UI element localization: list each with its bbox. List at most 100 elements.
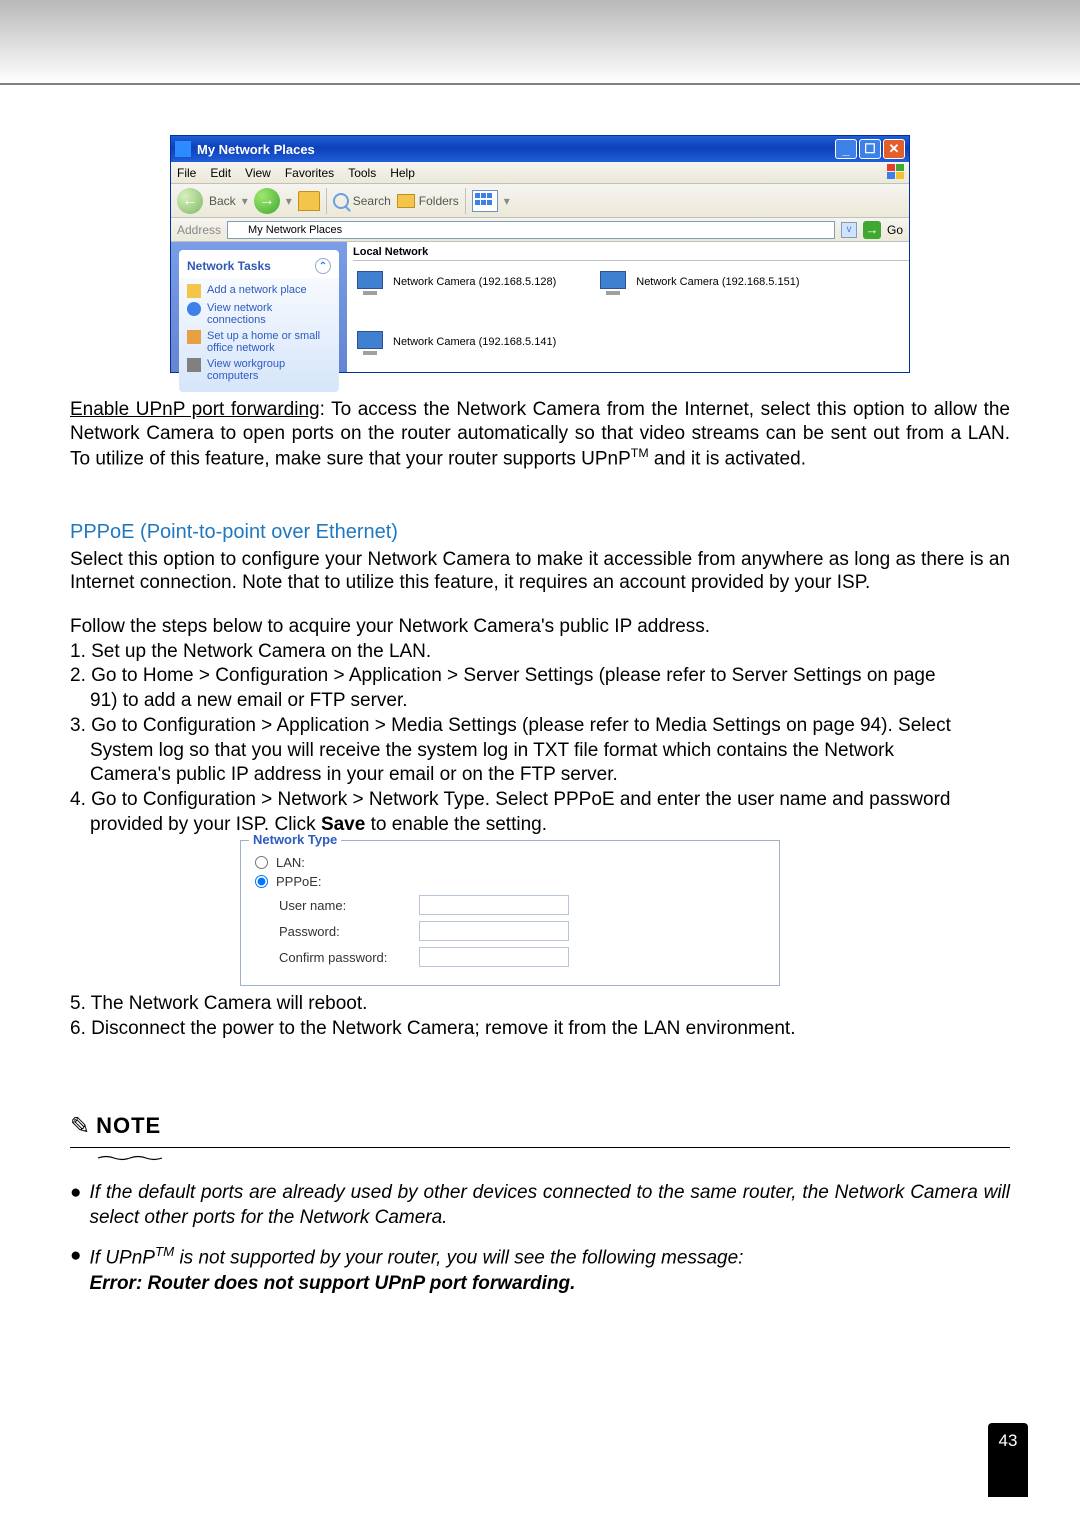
menubar: File Edit View Favorites Tools Help — [171, 162, 909, 184]
confirm-row: Confirm password: — [279, 947, 765, 967]
note-1-text: If the default ports are already used by… — [89, 1180, 1010, 1231]
address-bar: Address My Network Places v → Go — [171, 218, 909, 242]
task-item-setup[interactable]: Set up a home or small office network — [187, 328, 331, 356]
note-item-1: ● If the default ports are already used … — [70, 1180, 1010, 1231]
back-button[interactable]: ← — [177, 188, 203, 214]
username-label: User name: — [279, 898, 419, 913]
network-icon — [187, 302, 201, 316]
up-folder-icon[interactable] — [298, 191, 320, 211]
steps-block: Follow the steps below to acquire your N… — [70, 615, 1010, 837]
sidebar: Network Tasks ⌃ Add a network place View… — [171, 242, 347, 372]
main-area: Local Network Network Camera (192.168.5.… — [347, 242, 909, 372]
window-buttons: _ ☐ ✕ — [835, 139, 905, 159]
menu-file[interactable]: File — [177, 166, 196, 180]
note-header: ✎ NOTE — [70, 1112, 1010, 1148]
pppoe-label: PPPoE: — [276, 874, 322, 889]
step-1: 1. Set up the Network Camera on the LAN. — [70, 640, 1010, 665]
toolbar-separator — [326, 188, 327, 214]
password-row: Password: — [279, 921, 765, 941]
views-dropdown[interactable]: ▾ — [504, 194, 510, 208]
task-header-label: Network Tasks — [187, 259, 271, 273]
step-4b: provided by your ISP. Click Save to enab… — [70, 813, 1010, 838]
task-label: Set up a home or small office network — [207, 330, 331, 354]
note-heading: NOTE — [96, 1113, 161, 1139]
error-line: Error: Router does not support UPnP port… — [89, 1273, 575, 1294]
folders-label: Folders — [419, 194, 459, 208]
task-item-add[interactable]: Add a network place — [187, 282, 331, 300]
camera-icon — [353, 267, 387, 297]
menu-edit[interactable]: Edit — [210, 166, 231, 180]
collapse-icon[interactable]: ⌃ — [315, 258, 331, 274]
views-button[interactable] — [472, 190, 498, 212]
step-4a: 4. Go to Configuration > Network > Netwo… — [70, 788, 1010, 813]
note-2a: If UPnP — [89, 1247, 154, 1268]
address-input[interactable]: My Network Places — [227, 221, 835, 239]
camera-icon — [596, 267, 630, 297]
close-button[interactable]: ✕ — [883, 139, 905, 159]
note-block: ✎ NOTE ● If the default ports are alread… — [70, 1112, 1010, 1297]
confirm-input[interactable] — [419, 947, 569, 967]
step-2a: 2. Go to Home > Configuration > Applicat… — [70, 664, 1010, 689]
tm-superscript: TM — [631, 446, 649, 460]
computers-icon — [187, 358, 201, 372]
radio-lan[interactable] — [255, 856, 268, 869]
camera-label: Network Camera (192.168.5.151) — [636, 276, 799, 288]
upnp-lead: Enable UPnP port forwarding — [70, 399, 320, 420]
upnp-paragraph: Enable UPnP port forwarding: To access t… — [70, 398, 1010, 471]
step-3c: Camera's public IP address in your email… — [70, 763, 1010, 788]
bullet-icon: ● — [70, 1180, 81, 1231]
step-4b-2: to enable the setting. — [365, 814, 547, 835]
menu-help[interactable]: Help — [390, 166, 415, 180]
minimize-button[interactable]: _ — [835, 139, 857, 159]
confirm-label: Confirm password: — [279, 950, 419, 965]
wavy-underline-icon — [98, 1155, 168, 1161]
toolbar: ← Back ▾ → ▾ Search Folders ▾ — [171, 184, 909, 218]
network-places-icon — [175, 141, 191, 157]
steps-block-2: 5. The Network Camera will reboot. 6. Di… — [70, 992, 1010, 1041]
toolbar-separator-2 — [465, 188, 466, 214]
address-icon — [232, 224, 244, 236]
menu-favorites[interactable]: Favorites — [285, 166, 334, 180]
note-item-2: ● If UPnPTM is not supported by your rou… — [70, 1243, 1010, 1297]
folders-icon — [397, 194, 415, 208]
search-button[interactable]: Search — [333, 193, 391, 209]
radio-pppoe-row: PPPoE: — [255, 874, 765, 889]
maximize-button[interactable]: ☐ — [859, 139, 881, 159]
back-dropdown[interactable]: ▾ — [242, 194, 248, 208]
local-network-header: Local Network — [353, 246, 909, 261]
step-3b: System log so that you will receive the … — [70, 739, 1010, 764]
xp-window: My Network Places _ ☐ ✕ File Edit View F… — [170, 135, 910, 373]
go-button[interactable]: → — [863, 221, 881, 239]
folders-button[interactable]: Folders — [397, 194, 459, 208]
menu-view[interactable]: View — [245, 166, 271, 180]
note-2-text: If UPnPTM is not supported by your route… — [89, 1243, 743, 1297]
password-input[interactable] — [419, 921, 569, 941]
camera-item[interactable]: Network Camera (192.168.5.141) — [353, 327, 583, 357]
task-item-workgroup[interactable]: View workgroup computers — [187, 356, 331, 384]
search-icon — [333, 193, 349, 209]
username-input[interactable] — [419, 895, 569, 915]
camera-item[interactable]: Network Camera (192.168.5.128) — [353, 267, 556, 297]
pppoe-paragraph: Select this option to configure your Net… — [70, 548, 1010, 596]
forward-button[interactable]: → — [254, 188, 280, 214]
fwd-dropdown[interactable]: ▾ — [286, 194, 292, 208]
xp-titlebar: My Network Places _ ☐ ✕ — [171, 136, 909, 162]
radio-lan-row: LAN: — [255, 855, 765, 870]
radio-pppoe[interactable] — [255, 875, 268, 888]
page-number: 43 — [988, 1423, 1028, 1497]
task-label: View workgroup computers — [207, 358, 331, 382]
step-5: 5. The Network Camera will reboot. — [70, 992, 1010, 1017]
camera-item[interactable]: Network Camera (192.168.5.151) — [596, 267, 799, 297]
step-3a: 3. Go to Configuration > Application > M… — [70, 714, 1010, 739]
address-label: Address — [177, 223, 221, 237]
note-list: ● If the default ports are already used … — [70, 1180, 1010, 1297]
task-header: Network Tasks ⌃ — [179, 254, 339, 278]
go-label: Go — [887, 223, 903, 237]
password-label: Password: — [279, 924, 419, 939]
task-item-connections[interactable]: View network connections — [187, 300, 331, 328]
address-dropdown[interactable]: v — [841, 222, 857, 238]
back-label: Back — [209, 194, 236, 208]
folder-plus-icon — [187, 284, 201, 298]
menu-tools[interactable]: Tools — [348, 166, 376, 180]
lan-label: LAN: — [276, 855, 305, 870]
